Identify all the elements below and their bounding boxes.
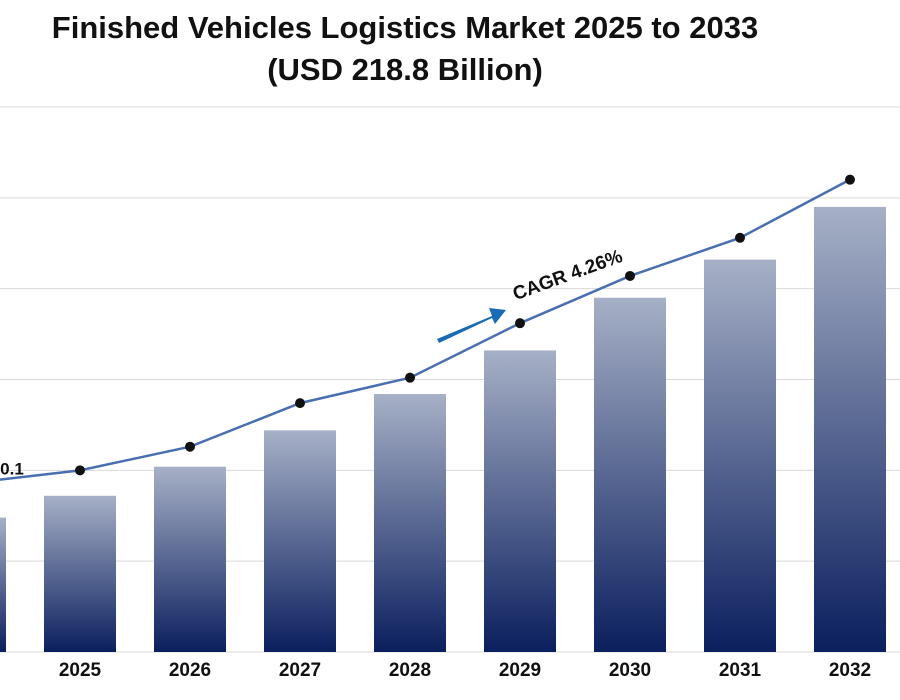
bar [704, 259, 776, 652]
bar [374, 394, 446, 652]
value-label: 0.1 [0, 459, 24, 478]
x-tick-label: 2029 [499, 660, 541, 681]
line-point [405, 372, 415, 383]
line-point [515, 318, 525, 329]
cagr-arrow [437, 308, 506, 343]
chart-title: Finished Vehicles Logistics Market 2025 … [52, 10, 758, 45]
bar [814, 206, 886, 652]
line-point [185, 441, 195, 452]
x-tick-label: 2030 [609, 660, 651, 681]
chart-subtitle: (USD 218.8 Billion) [267, 52, 543, 87]
line-point [295, 398, 305, 409]
line-point [845, 174, 855, 185]
x-tick-label: 2031 [719, 660, 762, 681]
line-point [75, 465, 85, 476]
bar [484, 350, 556, 652]
bar [594, 297, 666, 652]
line-point [735, 232, 745, 243]
bar [0, 517, 6, 652]
cagr-label: CAGR 4.26% [510, 246, 625, 305]
bar [44, 495, 116, 652]
x-tick-label: 2032 [829, 660, 871, 681]
line-point [625, 270, 635, 281]
x-tick-label: 2028 [389, 660, 431, 681]
x-tick-label: 2025 [59, 660, 102, 681]
x-tick-label: 2026 [169, 660, 211, 681]
bar [264, 430, 336, 652]
bar [154, 466, 226, 652]
x-tick-label: 2027 [279, 660, 321, 681]
